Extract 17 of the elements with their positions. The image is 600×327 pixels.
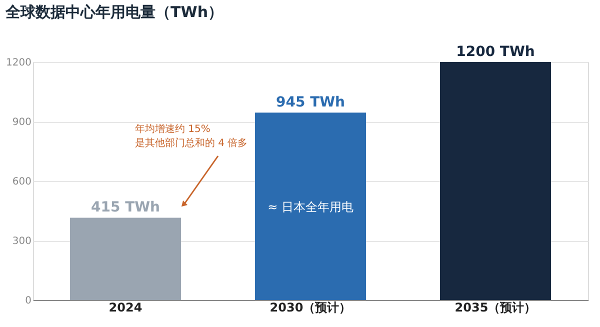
chart-title: 全球数据中心年用电量（TWh）: [4, 3, 224, 21]
annotation: 年均增速约 15% 是其他部门总和的 4 倍多: [135, 123, 248, 149]
bar: [255, 112, 366, 300]
x-tick-label: 2035（预计）: [454, 300, 536, 314]
data-label: 945 TWh: [276, 94, 346, 111]
y-tick-label: 900: [12, 117, 32, 128]
y-tick-label: 0: [25, 296, 32, 306]
data-label: 1200 TWh: [456, 44, 535, 60]
bar: [440, 62, 551, 300]
x-tick-label: 2024: [108, 300, 142, 314]
y-tick-label: 1200: [6, 58, 32, 68]
data-label: 415 TWh: [90, 200, 160, 216]
x-tick-label: 2030（预计）: [270, 300, 352, 314]
y-tick-label: 600: [12, 176, 32, 188]
y-tick-label: 300: [12, 236, 32, 247]
bar: [70, 218, 181, 300]
annotation: ≈ 日本全年用电: [268, 200, 354, 214]
